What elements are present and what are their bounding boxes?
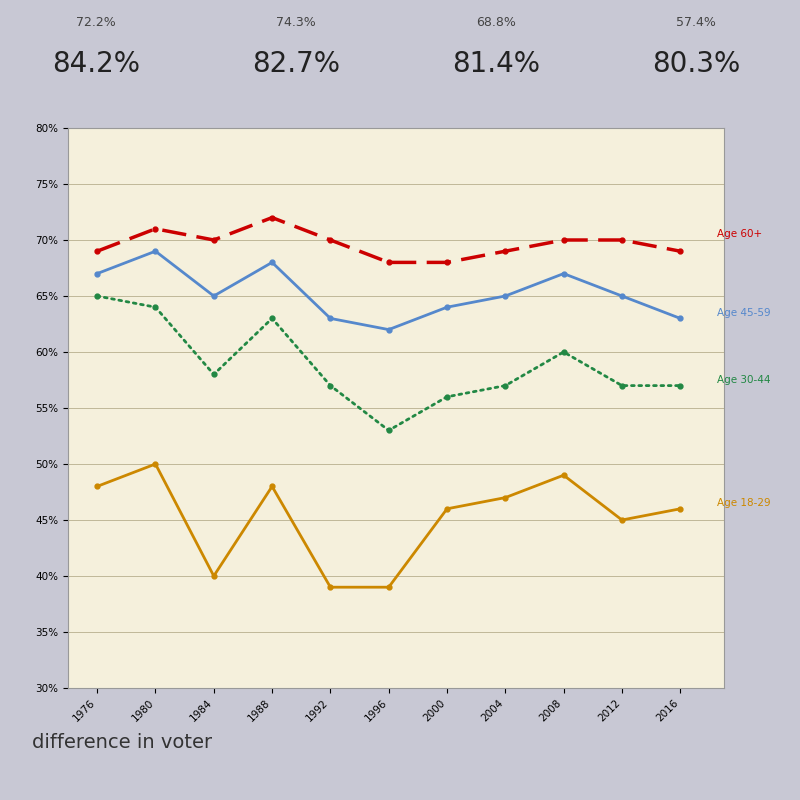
Text: difference in voter: difference in voter <box>32 734 212 752</box>
Text: 80.3%: 80.3% <box>652 50 740 78</box>
Text: Age 45-59: Age 45-59 <box>717 308 770 318</box>
Text: 72.2%: 72.2% <box>76 15 116 29</box>
Text: 81.4%: 81.4% <box>452 50 540 78</box>
Text: Age 60+: Age 60+ <box>717 230 762 239</box>
Text: Age 18-29: Age 18-29 <box>717 498 770 508</box>
Text: 84.2%: 84.2% <box>52 50 140 78</box>
Text: 82.7%: 82.7% <box>252 50 340 78</box>
Text: 68.8%: 68.8% <box>476 15 516 29</box>
Text: Age 30-44: Age 30-44 <box>717 375 770 385</box>
Text: 57.4%: 57.4% <box>676 15 716 29</box>
Text: 74.3%: 74.3% <box>276 15 316 29</box>
